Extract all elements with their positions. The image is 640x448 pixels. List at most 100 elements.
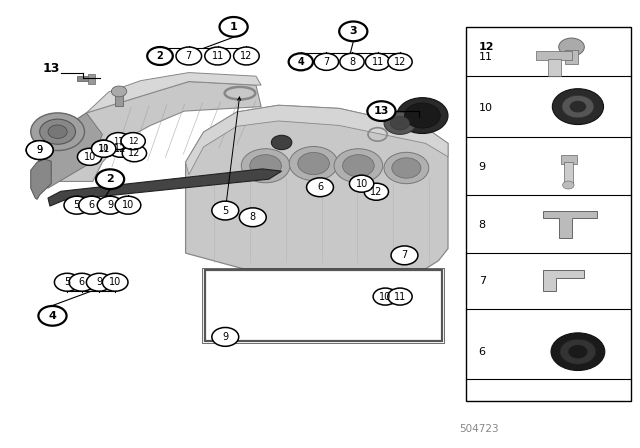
- Circle shape: [391, 246, 418, 265]
- Circle shape: [289, 53, 313, 70]
- Circle shape: [111, 86, 127, 97]
- Circle shape: [40, 119, 76, 144]
- Circle shape: [220, 17, 248, 37]
- Circle shape: [365, 53, 390, 70]
- Circle shape: [212, 327, 239, 346]
- Circle shape: [38, 306, 67, 326]
- Bar: [202, 268, 444, 343]
- Circle shape: [212, 201, 239, 220]
- Bar: [565, 50, 578, 64]
- Bar: [536, 51, 572, 60]
- Polygon shape: [186, 105, 448, 269]
- Circle shape: [314, 53, 339, 70]
- Text: 7: 7: [479, 276, 486, 286]
- Circle shape: [390, 116, 410, 130]
- Circle shape: [69, 273, 95, 291]
- Polygon shape: [86, 73, 261, 113]
- Text: 6: 6: [79, 277, 85, 287]
- Text: 8: 8: [479, 220, 486, 230]
- Bar: [466, 27, 631, 401]
- Circle shape: [234, 47, 259, 65]
- Text: 10: 10: [122, 200, 134, 210]
- Bar: [561, 155, 577, 164]
- Circle shape: [559, 38, 584, 56]
- Circle shape: [108, 140, 132, 157]
- Text: 7: 7: [186, 51, 192, 61]
- Circle shape: [349, 175, 374, 192]
- Circle shape: [551, 333, 605, 370]
- Circle shape: [404, 103, 440, 128]
- Circle shape: [176, 47, 202, 65]
- Circle shape: [86, 273, 112, 291]
- Circle shape: [307, 178, 333, 197]
- Circle shape: [31, 113, 84, 151]
- Circle shape: [563, 181, 574, 189]
- Text: 10: 10: [83, 152, 96, 162]
- Polygon shape: [48, 169, 282, 206]
- Circle shape: [392, 158, 421, 178]
- Text: 8: 8: [250, 212, 256, 222]
- Circle shape: [271, 135, 292, 150]
- Circle shape: [97, 196, 123, 214]
- Circle shape: [334, 149, 383, 183]
- Circle shape: [373, 288, 397, 305]
- Text: 9: 9: [479, 162, 486, 172]
- Text: 6: 6: [479, 347, 486, 357]
- Text: 5: 5: [74, 200, 80, 210]
- Circle shape: [115, 196, 141, 214]
- Text: 1: 1: [230, 22, 237, 32]
- Polygon shape: [35, 113, 102, 188]
- Circle shape: [384, 152, 429, 184]
- Circle shape: [147, 47, 173, 65]
- Circle shape: [289, 146, 338, 181]
- Polygon shape: [543, 211, 597, 238]
- Circle shape: [121, 133, 145, 150]
- Text: 2: 2: [157, 51, 163, 61]
- Circle shape: [48, 125, 67, 138]
- Circle shape: [77, 148, 102, 165]
- Text: 6: 6: [88, 200, 95, 210]
- Circle shape: [92, 140, 116, 157]
- Circle shape: [241, 149, 290, 183]
- Bar: [548, 59, 561, 76]
- Circle shape: [552, 89, 604, 125]
- Polygon shape: [31, 159, 51, 199]
- Text: 13: 13: [42, 61, 60, 75]
- Text: 10: 10: [355, 179, 368, 189]
- Text: 4: 4: [298, 57, 304, 67]
- Polygon shape: [35, 82, 261, 181]
- Text: 12: 12: [114, 144, 127, 154]
- Circle shape: [54, 273, 80, 291]
- Circle shape: [397, 98, 448, 134]
- Circle shape: [568, 345, 588, 358]
- Text: 12: 12: [128, 137, 138, 146]
- Circle shape: [560, 339, 596, 364]
- Circle shape: [122, 145, 147, 162]
- Text: 9: 9: [36, 145, 43, 155]
- Text: 12: 12: [370, 187, 383, 197]
- Circle shape: [340, 53, 364, 70]
- Text: 9: 9: [96, 277, 102, 287]
- Text: 11: 11: [394, 292, 406, 302]
- Circle shape: [92, 140, 116, 157]
- Text: 13: 13: [374, 106, 389, 116]
- Text: 7: 7: [323, 57, 330, 67]
- Circle shape: [64, 196, 90, 214]
- Text: 10: 10: [99, 144, 109, 153]
- Text: 12: 12: [479, 42, 494, 52]
- Polygon shape: [186, 105, 448, 175]
- Circle shape: [562, 95, 594, 118]
- Circle shape: [26, 141, 53, 159]
- Text: 6: 6: [317, 182, 323, 192]
- Text: 12: 12: [394, 57, 406, 67]
- Text: 11: 11: [479, 52, 493, 62]
- Circle shape: [96, 169, 124, 189]
- Circle shape: [26, 141, 53, 159]
- Text: 4: 4: [49, 311, 56, 321]
- Text: 3: 3: [349, 26, 357, 36]
- Circle shape: [79, 196, 104, 214]
- Bar: [115, 94, 123, 106]
- Bar: [77, 76, 93, 81]
- Text: 504723: 504723: [460, 424, 499, 434]
- Circle shape: [239, 208, 266, 227]
